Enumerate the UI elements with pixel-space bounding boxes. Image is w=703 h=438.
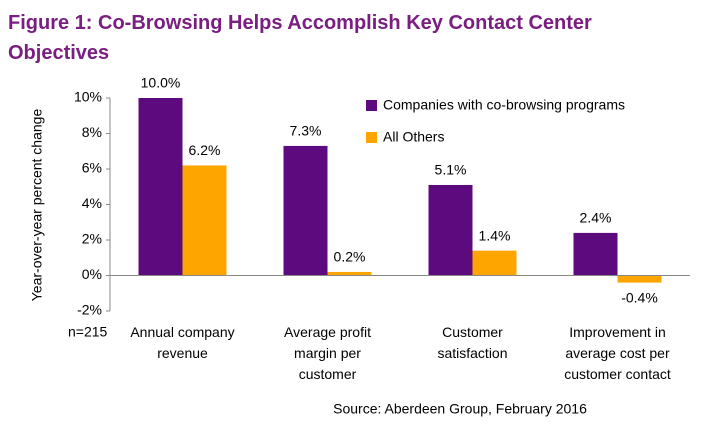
x-tick-label-line: Average profit — [284, 324, 371, 340]
y-tick-label: 10% — [74, 89, 102, 105]
data-label: 6.2% — [189, 142, 221, 158]
bar — [617, 275, 662, 283]
data-label: 1.4% — [479, 227, 511, 243]
legend-label: Companies with co-browsing programs — [383, 97, 625, 113]
x-tick-label: Annual company revenue — [130, 324, 234, 361]
data-label: 10.0% — [141, 75, 181, 91]
bar — [138, 98, 183, 276]
x-tick-label-line: margin per — [294, 345, 361, 361]
y-tick-label: 4% — [82, 195, 102, 211]
bar — [573, 232, 618, 276]
data-label: 7.3% — [290, 123, 322, 139]
chart-title: Figure 1: Co-Browsing Helps Accomplish K… — [8, 12, 592, 64]
x-tick-label: Improvement in average cost per customer c… — [564, 324, 671, 382]
legend-swatch — [366, 100, 377, 111]
legend-swatch — [366, 132, 377, 143]
bar — [327, 271, 372, 276]
annotation: n=215 — [68, 324, 108, 340]
bar — [182, 165, 227, 276]
bar — [428, 184, 473, 276]
bar — [283, 145, 328, 276]
bar — [472, 250, 517, 276]
x-tick-label-line: revenue — [157, 345, 208, 361]
x-tick-label-line: Customer — [442, 324, 503, 340]
source: Source: Aberdeen Group, February 2016 — [333, 401, 587, 417]
y-tick-label: -2% — [77, 302, 102, 318]
y-tick-label: 8% — [82, 124, 102, 140]
x-tick-label-line: average cost per — [565, 345, 670, 361]
x-tick-label-line: Improvement in — [569, 324, 665, 340]
y-axis-label: Year-over-year percent change — [29, 109, 45, 302]
y-tick-label: 6% — [82, 160, 102, 176]
data-label: 5.1% — [435, 162, 467, 178]
y-tick-label: 0% — [82, 266, 102, 282]
x-tick-label: Average profit margin per customer — [284, 324, 371, 382]
x-tick-label-line: customer contact — [564, 366, 671, 382]
x-tick-label-line: satisfaction — [437, 345, 507, 361]
data-label: 2.4% — [580, 210, 612, 226]
x-tick-label-line: customer — [299, 366, 357, 382]
legend-label: All Others — [383, 129, 444, 145]
x-tick-label: Customer satisfaction — [437, 324, 507, 361]
x-tick-label-line: Annual company — [130, 324, 234, 340]
data-label: -0.4% — [621, 289, 658, 305]
data-label: 0.2% — [334, 249, 366, 265]
y-tick-label: 2% — [82, 231, 102, 247]
